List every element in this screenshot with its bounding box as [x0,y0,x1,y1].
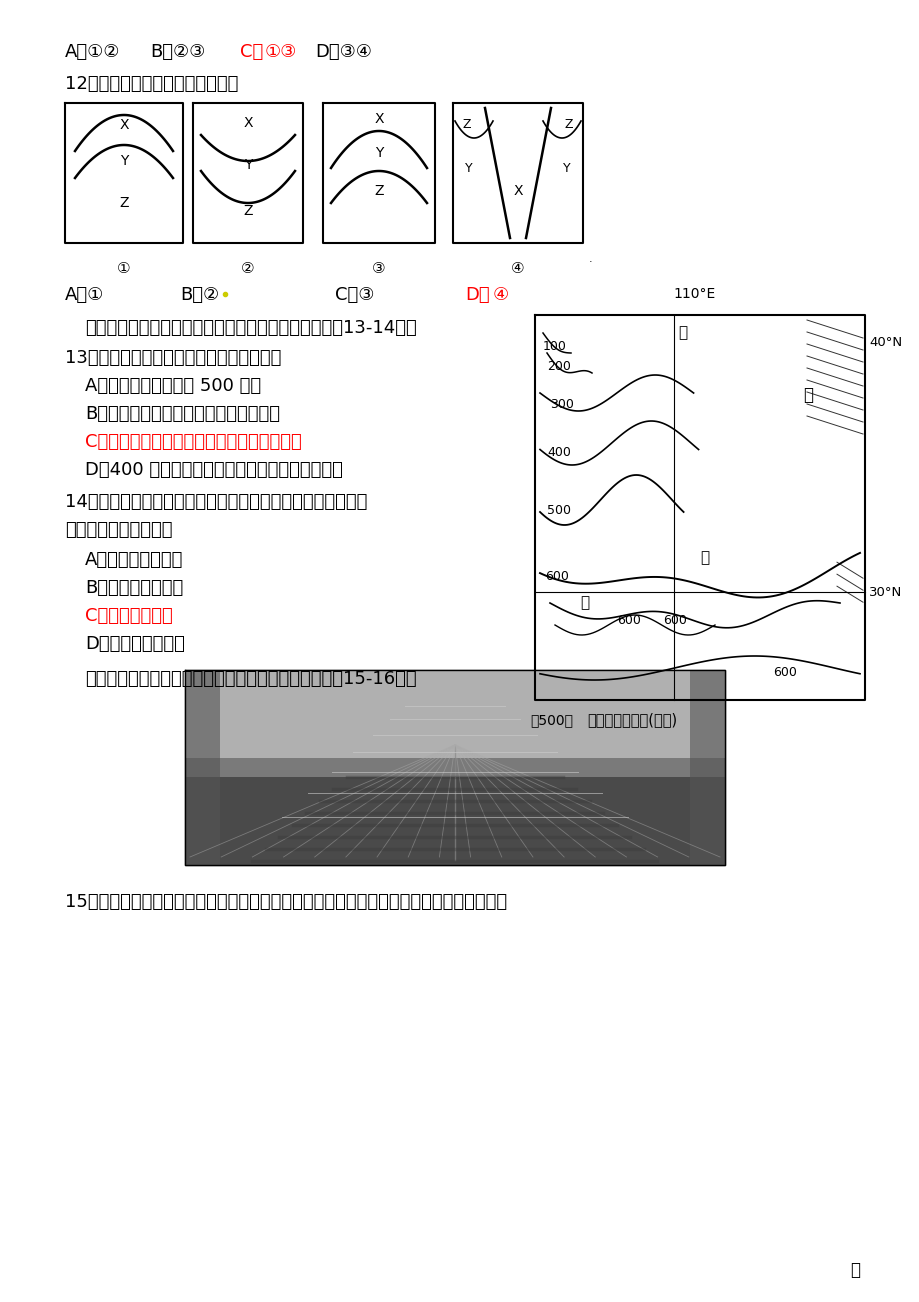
Text: ·: · [588,256,592,267]
Text: 600: 600 [772,665,796,678]
Text: C．: C． [240,43,263,61]
Text: D．400 毫米等值线同内、外流区分界线基本一致: D．400 毫米等值线同内、外流区分界线基本一致 [85,461,343,479]
Bar [185,671,724,865]
Text: Z: Z [564,118,573,132]
Text: 13．据图中的等值线，下列判断正确的是：: 13．据图中的等值线，下列判断正确的是： [65,349,281,367]
Text: 200: 200 [547,361,571,374]
Text: C．单位距离年蒸发量变化甲地区大于乙地区: C．单位距离年蒸发量变化甲地区大于乙地区 [85,434,301,450]
Text: Z: Z [119,197,129,210]
Text: ②: ② [241,260,255,276]
Text: B．图幅南部地区年蒸发量由东向西递减: B．图幅南部地区年蒸发量由东向西递减 [85,405,279,423]
Text: 丁: 丁 [699,549,709,565]
Text: Y: Y [562,161,570,174]
Text: 100: 100 [542,341,566,354]
Text: B．②③: B．②③ [150,43,205,61]
Text: 400: 400 [547,447,571,460]
Text: Z: Z [243,204,253,217]
Text: 300: 300 [550,398,573,411]
Text: X: X [374,112,383,126]
Text: C．稻田受旱骄阳: C．稻田受旱骄阳 [85,607,173,625]
Text: B．阴雨绵绵梅子黄: B．阴雨绵绵梅子黄 [85,579,183,598]
Text: X: X [513,184,522,198]
Text: A．①: A．① [65,286,104,303]
Text: 甲: 甲 [678,326,687,341]
Text: 15．冬春季节，菜农常在大棚里墙上悬挂光亮镜面膜，对其悬挂位置及作用的叙述正确的是: 15．冬春季节，菜农常在大棚里墙上悬挂光亮镜面膜，对其悬挂位置及作用的叙述正确的… [65,893,506,911]
Text: 600: 600 [544,570,568,583]
Bar [689,671,724,865]
Text: 年蒸发量等值线(毫米): 年蒸发量等值线(毫米) [586,712,676,728]
Text: Z: Z [462,118,471,132]
Text: 乙: 乙 [802,385,812,404]
Text: D．落叶遍地秋风狂: D．落叶遍地秋风狂 [85,635,185,654]
Text: 12．下列能反映甲地地层剖面的是: 12．下列能反映甲地地层剖面的是 [65,76,238,92]
Text: 可出现的地理现象是：: 可出现的地理现象是： [65,521,173,539]
Text: Y: Y [465,161,472,174]
Text: ④: ④ [511,260,524,276]
Text: 600: 600 [617,613,641,626]
Text: A．丙地年蒸发量小于 500 毫米: A．丙地年蒸发量小于 500 毫米 [85,378,261,395]
Text: ③: ③ [372,260,385,276]
Text: Z: Z [374,184,383,198]
Text: Y: Y [244,158,252,172]
Text: 下图为我国部分地区地表年蒸发量等值线图。读图回答13-14题。: 下图为我国部分地区地表年蒸发量等值线图。读图回答13-14题。 [85,319,416,337]
Text: 丙: 丙 [579,595,588,609]
Text: ①③: ①③ [265,43,297,61]
Text: ①: ① [117,260,130,276]
Text: 600: 600 [663,613,686,626]
Text: C．③: C．③ [335,286,374,303]
Text: ④: ④ [493,286,508,303]
Text: X: X [119,118,129,132]
Text: 下图为在东北地区某蔬菜大棚里所的图片。读图，回答15-16题。: 下图为在东北地区某蔬菜大棚里所的图片。读图，回答15-16题。 [85,671,416,687]
Text: 110°E: 110°E [673,286,715,301]
Text: A．油菜花黄蜜蜂忙: A．油菜花黄蜜蜂忙 [85,551,183,569]
Text: 30°N: 30°N [868,586,902,599]
Text: Y: Y [374,146,383,160]
Text: 14．在乙地区土壤中水盐运动表现为淋盐特征的时期，丁区域: 14．在乙地区土壤中水盐运动表现为淋盐特征的时期，丁区域 [65,493,367,510]
Text: Y: Y [119,154,128,168]
Bar [185,671,220,865]
Bar [185,671,724,758]
Bar [185,777,724,865]
Text: 四: 四 [849,1262,859,1279]
Text: D．③④: D．③④ [314,43,371,61]
Text: －500－: －500－ [529,713,573,727]
Text: A．①②: A．①② [65,43,120,61]
Text: 40°N: 40°N [868,336,902,349]
Text: 500: 500 [547,504,571,517]
Text: B．②: B．② [180,286,219,303]
Text: D．: D． [464,286,489,303]
Text: X: X [243,116,253,130]
